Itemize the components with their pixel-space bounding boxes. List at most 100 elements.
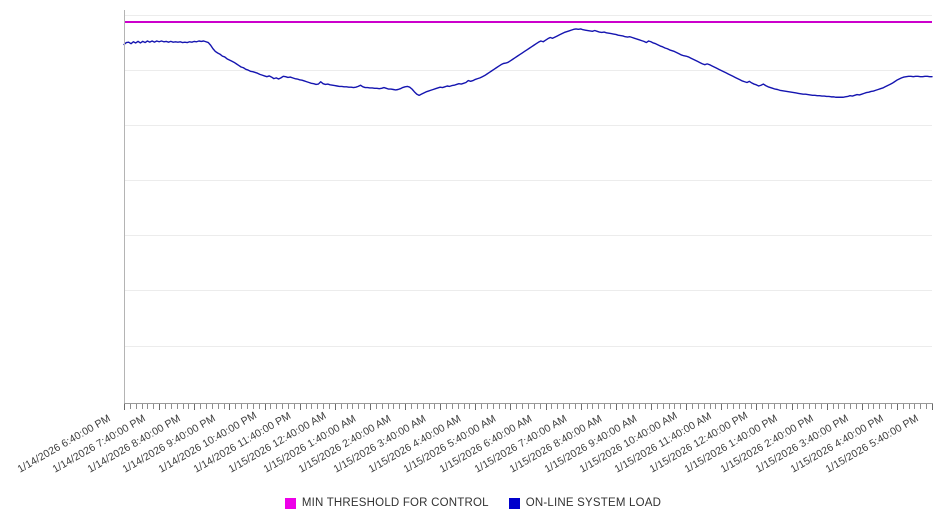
x-tick-minor: [727, 404, 729, 409]
x-tick-minor: [879, 404, 881, 409]
x-tick-minor: [340, 404, 342, 409]
x-tick-minor: [410, 404, 412, 409]
x-tick-minor: [305, 404, 307, 409]
x-tick-minor: [241, 404, 243, 409]
x-tick-minor: [346, 404, 348, 409]
x-tick-minor: [522, 404, 524, 409]
x-tick-minor: [516, 404, 518, 409]
x-tick-minor: [627, 404, 629, 409]
x-tick-minor: [563, 404, 565, 409]
grid-line: [124, 290, 932, 291]
x-tick-major: [369, 404, 371, 410]
x-tick-major: [545, 404, 547, 410]
x-tick-major: [475, 404, 477, 410]
x-tick-minor: [738, 404, 740, 409]
x-tick-minor: [247, 404, 248, 409]
x-tick-major: [124, 404, 125, 410]
x-tick-major: [932, 404, 933, 410]
x-tick-minor: [539, 404, 541, 409]
x-tick-minor: [165, 404, 166, 409]
x-tick-minor: [492, 404, 494, 409]
legend-item[interactable]: MIN THRESHOLD FOR CONTROL: [284, 497, 489, 509]
x-tick-minor: [551, 404, 553, 409]
legend-label: MIN THRESHOLD FOR CONTROL: [301, 497, 489, 509]
x-tick-minor: [399, 404, 401, 409]
x-tick-major: [686, 404, 688, 410]
x-tick-minor: [785, 404, 787, 409]
x-tick-major: [791, 404, 793, 410]
x-tick-minor: [820, 404, 822, 409]
x-tick-minor: [528, 404, 529, 409]
x-tick-minor: [762, 404, 764, 409]
x-tick-major: [510, 404, 512, 410]
x-tick-minor: [844, 404, 846, 409]
x-tick-minor: [697, 404, 699, 409]
x-tick-major: [861, 404, 863, 410]
x-tick-minor: [200, 404, 202, 409]
x-tick-minor: [773, 404, 775, 409]
x-tick-minor: [633, 404, 635, 409]
x-tick-major: [440, 404, 442, 410]
x-tick-minor: [891, 404, 892, 409]
x-tick-minor: [217, 404, 219, 409]
x-axis-line: [124, 403, 933, 404]
x-tick-minor: [902, 404, 904, 409]
x-axis-ticks: [124, 404, 933, 410]
x-tick-major: [615, 404, 617, 410]
x-axis-tick-labels: 1/14/2026 6:40:00 PM 1/14/2026 7:40:00 PM…: [0, 409, 946, 490]
x-tick-minor: [387, 404, 389, 409]
x-tick-minor: [639, 404, 641, 409]
x-tick-minor: [287, 404, 289, 409]
x-tick-minor: [569, 404, 570, 409]
grid-line: [124, 125, 932, 126]
x-tick-minor: [867, 404, 869, 409]
x-tick-minor: [170, 404, 172, 409]
x-tick-major: [405, 404, 406, 410]
x-tick-minor: [270, 404, 272, 409]
x-tick-minor: [574, 404, 576, 409]
x-tick-minor: [926, 404, 928, 409]
y-axis-line: [124, 10, 125, 404]
x-tick-major: [299, 404, 301, 410]
x-tick-minor: [469, 404, 471, 409]
x-tick-minor: [803, 404, 805, 409]
x-tick-minor: [498, 404, 500, 409]
x-tick-minor: [586, 404, 588, 409]
x-tick-minor: [223, 404, 225, 409]
legend-swatch-icon: [284, 497, 296, 509]
x-tick-minor: [832, 404, 834, 409]
x-tick-minor: [323, 404, 325, 409]
grid-line: [124, 235, 932, 236]
x-tick-minor: [147, 404, 149, 409]
x-tick-minor: [873, 404, 875, 409]
x-tick-minor: [358, 404, 360, 409]
legend-swatch-icon: [508, 497, 520, 509]
x-tick-major: [264, 404, 266, 410]
x-tick-minor: [463, 404, 465, 409]
x-tick-minor: [592, 404, 594, 409]
legend-item[interactable]: ON-LINE SYSTEM LOAD: [508, 497, 662, 509]
x-tick-minor: [135, 404, 137, 409]
x-tick-minor: [674, 404, 676, 409]
x-tick-minor: [504, 404, 506, 409]
x-tick-minor: [393, 404, 395, 409]
x-tick-minor: [703, 404, 705, 409]
x-tick-minor: [317, 404, 319, 409]
x-tick-minor: [182, 404, 184, 409]
x-tick-minor: [381, 404, 383, 409]
x-tick-minor: [715, 404, 717, 409]
x-tick-minor: [487, 404, 488, 409]
x-tick-minor: [188, 404, 190, 409]
x-tick-minor: [451, 404, 453, 409]
x-tick-major: [721, 404, 723, 410]
x-tick-minor: [211, 404, 213, 409]
x-tick-minor: [434, 404, 436, 409]
x-tick-minor: [855, 404, 857, 409]
x-tick-minor: [457, 404, 459, 409]
x-tick-minor: [258, 404, 260, 409]
x-tick-minor: [235, 404, 237, 409]
legend-label: ON-LINE SYSTEM LOAD: [525, 497, 662, 509]
x-tick-major: [334, 404, 336, 410]
x-tick-minor: [750, 404, 752, 409]
